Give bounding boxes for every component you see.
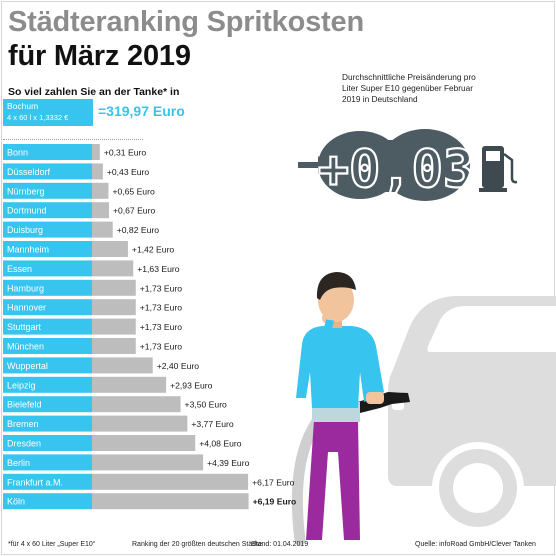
fuel-pump-icon [479,146,518,192]
reference-total: =319,97 Euro [98,103,185,119]
city-label: München [7,342,44,352]
city-label-box [3,396,92,413]
bar [92,318,136,335]
city-label-box [3,299,92,316]
man-refueling-illustration [296,272,384,540]
car-illustration [388,296,556,534]
reference-city-box: Bochum 4 x 60 l x 1,3332 € [3,99,93,126]
city-label: Wuppertal [7,361,48,371]
city-label: Dresden [7,439,41,449]
title-line-1: Städteranking Spritkosten [8,6,364,38]
bar [92,454,204,471]
bar [92,473,249,490]
value-label: +1,73 Euro [140,342,183,352]
city-label: Frankfurt a.M. [7,477,63,487]
value-label: +1,73 Euro [140,303,183,313]
city-label: Stuttgart [7,322,42,332]
city-label: Leipzig [7,380,36,390]
city-label-box [3,163,92,180]
value-label: +0,65 Euro [112,186,155,196]
source-note: Quelle: infoRoad GmbH/Clever Tanken [415,541,536,548]
value-label: +0,43 Euro [107,167,150,177]
bar [92,376,167,393]
price-change-value: +0,03 [318,140,475,200]
bar-chart: Bonn +0,31 Euro Düsseldorf +0,43 Euro Nürnbe… [3,144,297,510]
city-label: Nürnberg [7,186,45,196]
city-label: Hannover [7,303,46,313]
city-label: Bonn [7,148,28,158]
price-change-note: Durchschnittliche Preisänderung pro Lite… [342,72,476,104]
footnote: *für 4 x 60 Liter „Super E10“ [8,541,96,548]
city-label: Mannheim [7,245,49,255]
reference-divider [3,139,143,140]
bar [92,144,100,160]
bar [92,163,103,180]
city-label-box [3,318,92,335]
city-label-box [3,493,92,510]
city-label-box [3,202,92,219]
bar [92,357,153,374]
city-label-box [3,241,92,257]
bar [92,493,249,510]
city-label-box [3,357,92,374]
value-label: +1,42 Euro [132,245,175,255]
bar [92,415,188,432]
city-label-box [3,435,92,451]
city-label-box [3,279,92,296]
city-label-box [3,454,92,471]
value-label: +0,82 Euro [117,225,160,235]
bar [92,260,134,277]
reference-city: Bochum [7,101,39,111]
value-label: +2,40 Euro [157,361,200,371]
value-label: +3,77 Euro [191,419,234,429]
city-label: Duisburg [7,225,43,235]
bar [92,182,109,199]
value-label: +4,08 Euro [199,439,242,449]
bar [92,241,128,257]
value-label: +0,31 Euro [104,148,147,158]
value-label: +0,67 Euro [113,206,156,216]
city-label-box [3,338,92,354]
city-label: Düsseldorf [7,167,51,177]
ranking-note: Ranking der 20 größten deutschen Städte [132,541,262,548]
city-label-box [3,260,92,277]
value-label: +3,50 Euro [185,400,228,410]
value-label: +1,73 Euro [140,283,183,293]
city-label-box [3,182,92,199]
city-label-box [3,415,92,432]
city-label-box [3,221,92,238]
bar [92,299,136,316]
bar [92,202,109,219]
value-label: +6,19 Euro [253,497,297,507]
bar [92,396,181,413]
value-label: +1,63 Euro [137,264,180,274]
value-label: +1,73 Euro [140,322,183,332]
bar [92,221,113,238]
city-label: Bremen [7,419,39,429]
city-label: Bielefeld [7,400,42,410]
date-note: Stand: 01.04.2019 [251,541,309,548]
city-label: Hamburg [7,283,44,293]
city-label-box [3,473,92,490]
city-label: Essen [7,264,32,274]
city-label-box [3,144,92,160]
bar [92,279,136,296]
subtitle: So viel zahlen Sie an der Tanke* in [8,86,180,98]
city-label-box [3,376,92,393]
value-label: +2,93 Euro [170,380,213,390]
bar [92,435,196,451]
city-label: Köln [7,497,25,507]
title-line-2: für März 2019 [8,40,191,72]
city-label: Dortmund [7,206,47,216]
reference-calculation: 4 x 60 l x 1,3332 € [7,113,69,122]
value-label: +4,39 Euro [207,458,250,468]
value-label: +6,17 Euro [252,477,295,487]
city-label: Berlin [7,458,30,468]
price-change-badge: +0,03 [298,129,475,201]
bar [92,338,136,354]
